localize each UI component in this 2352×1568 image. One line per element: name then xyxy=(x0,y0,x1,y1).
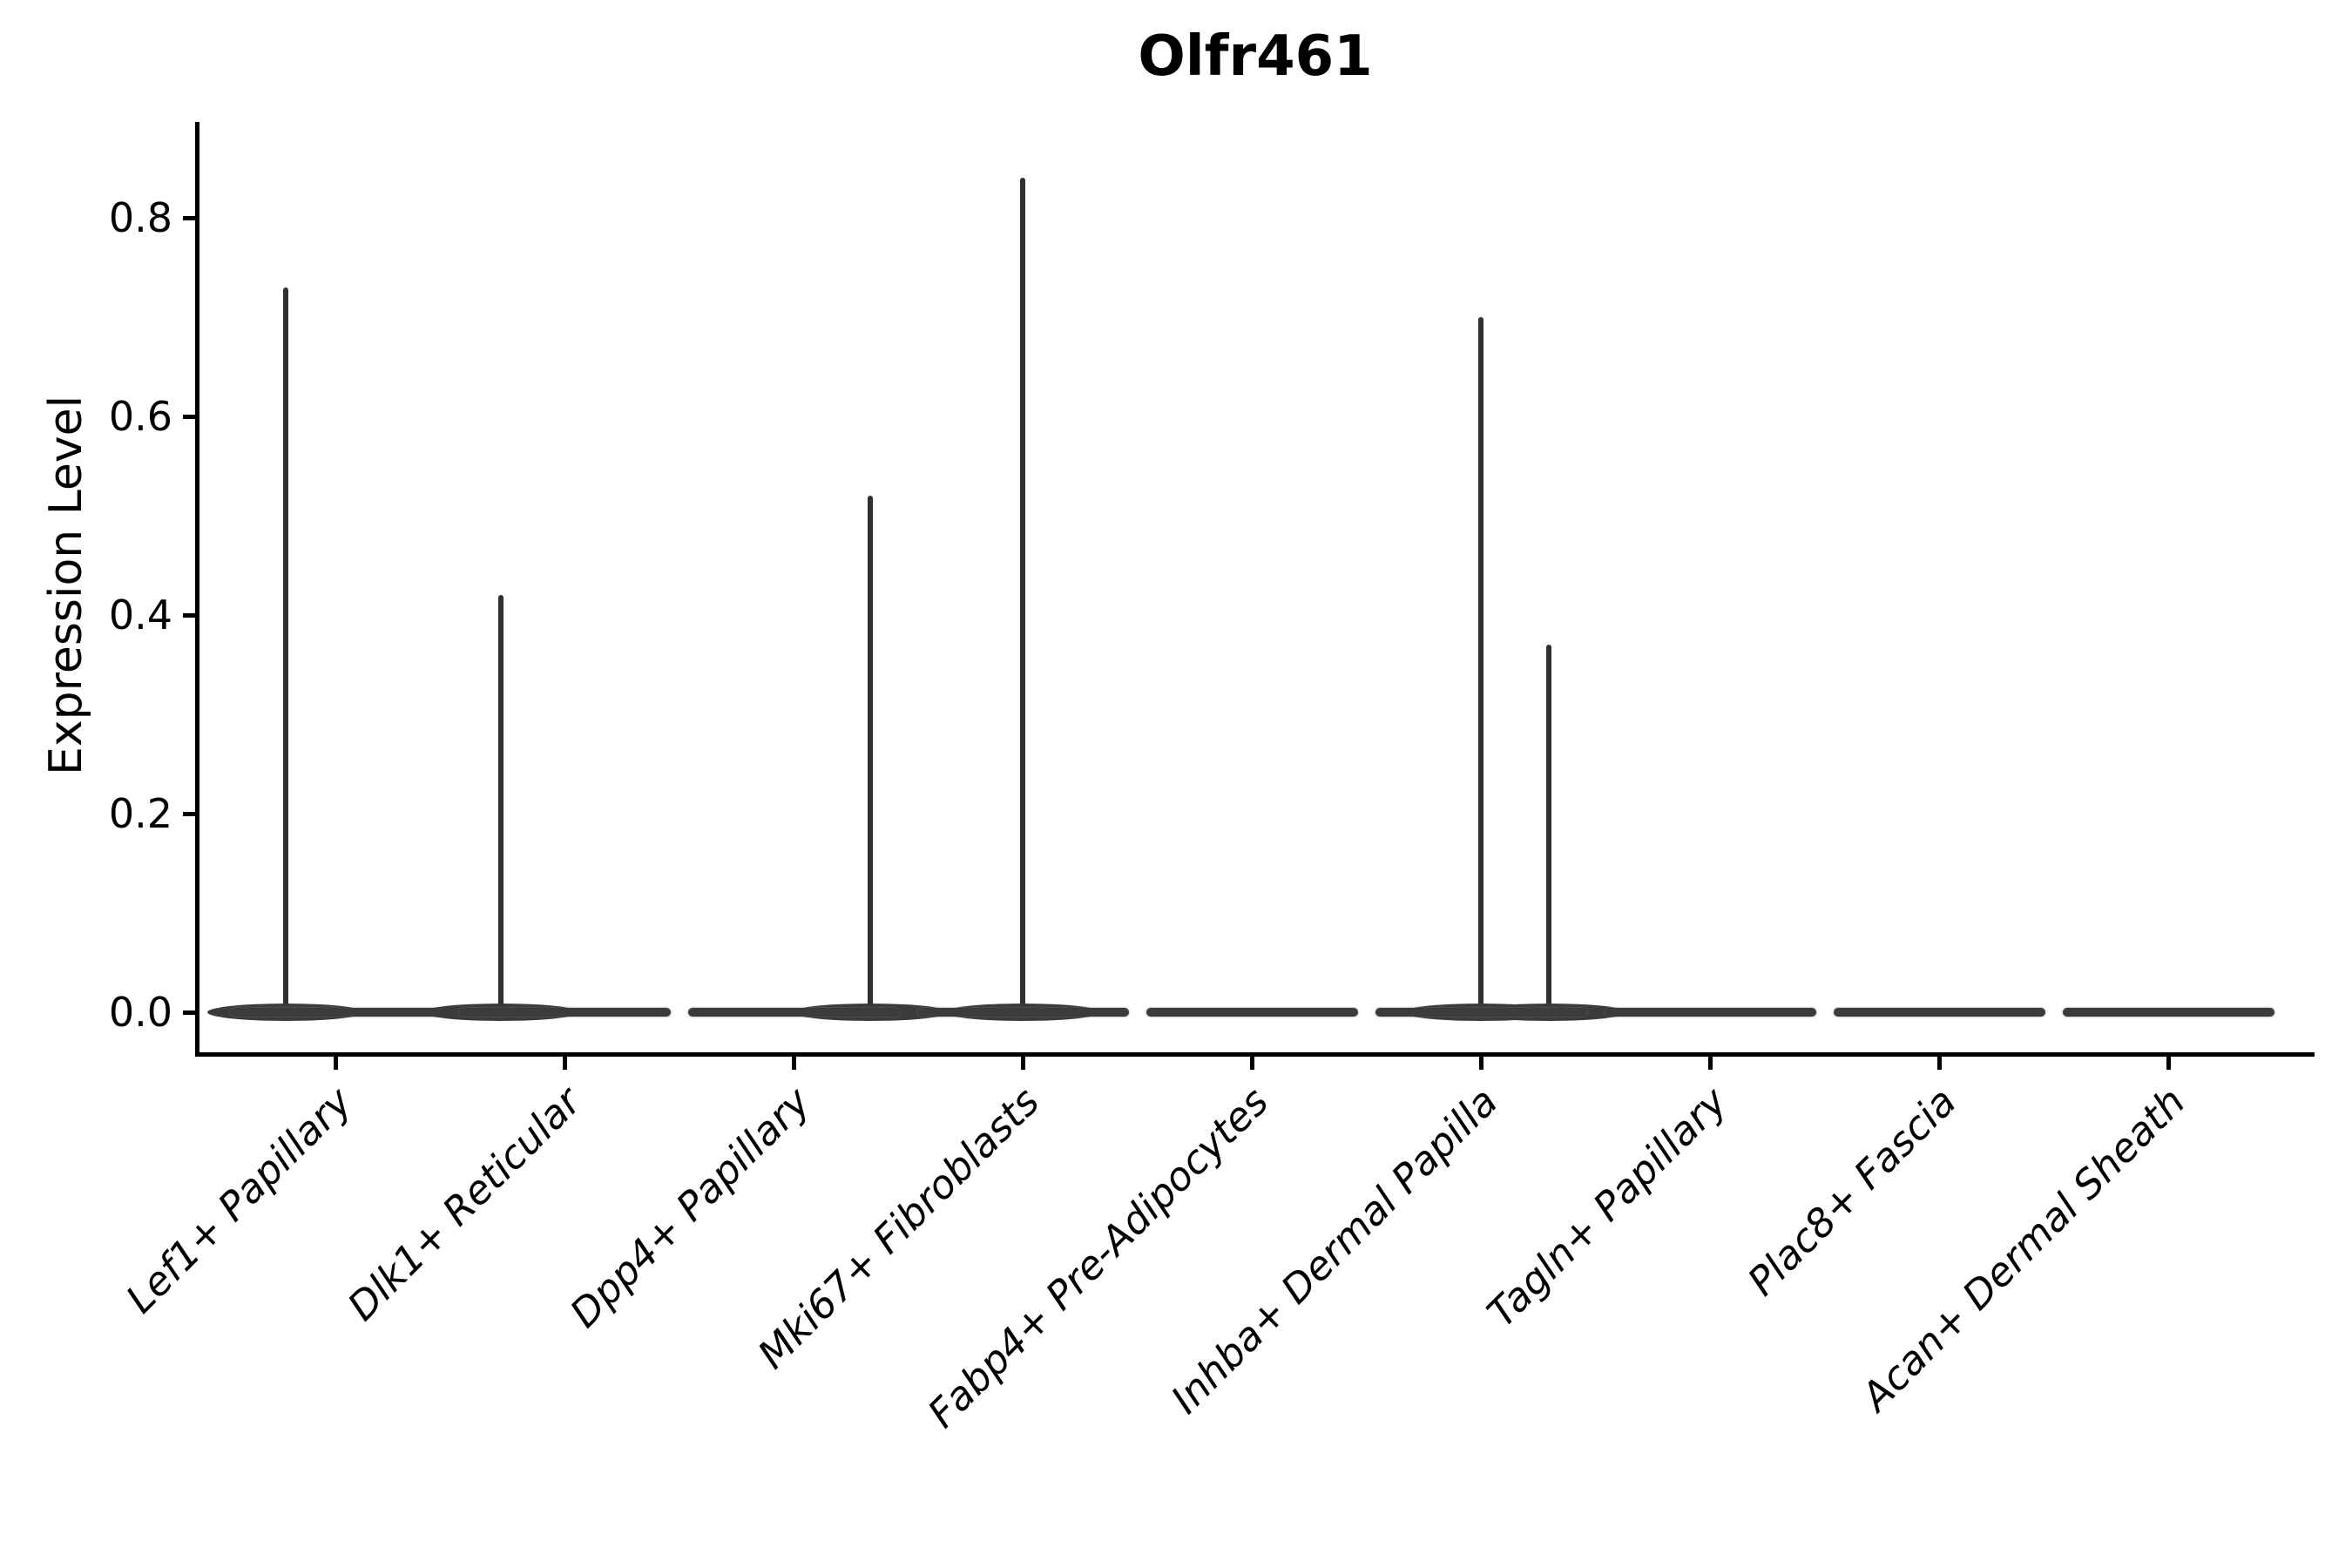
violin-density-spike xyxy=(1546,645,1551,1012)
x-axis-tick xyxy=(1020,1057,1025,1070)
y-tick-label: 0.0 xyxy=(108,989,172,1036)
x-axis-tick xyxy=(333,1057,338,1070)
y-tick-label: 0.8 xyxy=(108,194,172,241)
y-axis-tick xyxy=(183,414,196,419)
x-axis-tick xyxy=(791,1057,796,1070)
y-axis-tick xyxy=(183,1010,196,1015)
violin-density-spike xyxy=(498,595,504,1012)
x-axis-tick xyxy=(1936,1057,1942,1070)
y-axis-spine xyxy=(195,122,199,1057)
violin-body xyxy=(458,1008,671,1017)
violin-body xyxy=(2062,1008,2274,1017)
x-axis-tick xyxy=(562,1057,567,1070)
violin-body xyxy=(687,1008,900,1017)
y-axis-tick xyxy=(183,811,196,816)
x-tick-label: Dlk1+ Reticular xyxy=(338,1078,591,1330)
x-tick-label: Plac8+ Fascia xyxy=(1738,1078,1965,1305)
violin-body xyxy=(916,1008,1129,1017)
y-tick-label: 0.6 xyxy=(108,393,172,440)
y-axis-label: Expression Level xyxy=(40,395,92,776)
y-axis-tick xyxy=(183,215,196,220)
x-axis-tick xyxy=(2166,1057,2171,1070)
chart-title: Olfr461 xyxy=(1138,24,1373,89)
violin-density-spike xyxy=(1478,317,1484,1012)
violin-body xyxy=(229,1008,442,1017)
x-axis-tick xyxy=(1478,1057,1484,1070)
violin-density-spike xyxy=(868,496,873,1012)
violin-density-spike xyxy=(1020,178,1025,1012)
x-tick-label: Dpp4+ Papillary xyxy=(561,1078,820,1337)
x-tick-label: Lef1+ Papillary xyxy=(117,1078,362,1322)
x-tick-label: Tagln+ Papillary xyxy=(1477,1078,1736,1336)
violin-body xyxy=(1604,1008,1816,1017)
violin-body xyxy=(1146,1008,1358,1017)
y-tick-label: 0.2 xyxy=(108,790,172,837)
y-axis-tick xyxy=(183,612,196,618)
y-tick-label: 0.4 xyxy=(108,591,172,639)
x-axis-spine xyxy=(195,1052,2315,1057)
violin-body xyxy=(1833,1008,2045,1017)
violin-density-spike xyxy=(283,287,288,1012)
x-axis-tick xyxy=(1249,1057,1254,1070)
violin-body xyxy=(1375,1008,1587,1017)
x-axis-tick xyxy=(1707,1057,1713,1070)
